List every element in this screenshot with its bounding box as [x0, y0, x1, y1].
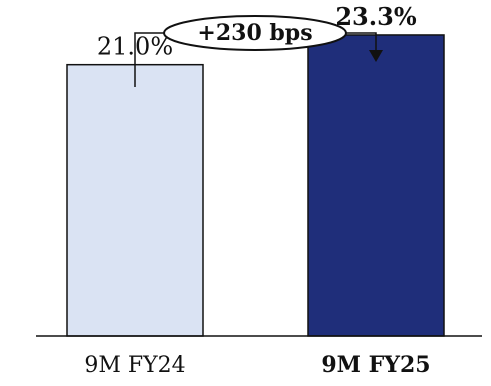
annotation-arrow-head: [369, 50, 383, 62]
bar-2: [307, 34, 445, 337]
category-label-1: 9M FY24: [84, 353, 185, 378]
category-label-2: 9M FY25: [321, 352, 430, 378]
value-label-2: 23.3%: [335, 2, 416, 31]
bars-group: [66, 34, 445, 337]
annotation-label: +230 bps: [197, 20, 312, 46]
delta-annotation: +230 bps: [134, 15, 383, 87]
annotation-ellipse: [163, 15, 347, 51]
bar-1: [66, 63, 204, 337]
category-labels-group: 9M FY24 9M FY25: [84, 352, 430, 378]
